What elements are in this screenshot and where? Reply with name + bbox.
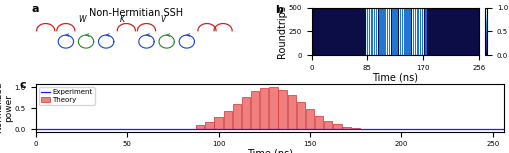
Text: Non-Hermitian SSH: Non-Hermitian SSH (90, 8, 183, 18)
X-axis label: Time (ns): Time (ns) (247, 149, 293, 153)
Bar (288, 95, 296, 129)
Bar (269, 87, 277, 129)
Bar (205, 122, 213, 129)
Experiment (42, 129, 48, 130)
Experiment (407, 129, 413, 130)
X-axis label: Time (ns): Time (ns) (373, 72, 418, 82)
Bar (278, 90, 287, 129)
Text: W: W (78, 15, 86, 24)
Bar (223, 111, 232, 129)
Y-axis label: Roundtrips: Roundtrips (277, 5, 288, 58)
Bar (297, 102, 305, 129)
Text: K: K (120, 15, 125, 24)
Y-axis label: Normalized
power: Normalized power (0, 82, 13, 134)
Bar (242, 97, 250, 129)
Bar (260, 88, 268, 129)
Legend: Experiment, Theory: Experiment, Theory (39, 87, 95, 105)
Experiment (184, 129, 190, 130)
Bar (333, 124, 342, 129)
Experiment (260, 129, 266, 130)
Text: V: V (160, 15, 165, 24)
Bar (251, 91, 259, 129)
Bar (315, 116, 323, 129)
Bar (352, 128, 360, 129)
Bar (343, 127, 351, 129)
Experiment (501, 129, 507, 130)
Bar (214, 117, 222, 129)
Bar (233, 104, 241, 129)
Experiment (33, 129, 39, 130)
Text: c: c (19, 80, 26, 90)
Bar (306, 109, 314, 129)
Bar (324, 121, 332, 129)
Experiment (215, 129, 221, 130)
Text: a: a (32, 4, 39, 14)
Experiment (431, 129, 437, 130)
Bar (196, 125, 205, 129)
Text: b: b (275, 5, 283, 15)
